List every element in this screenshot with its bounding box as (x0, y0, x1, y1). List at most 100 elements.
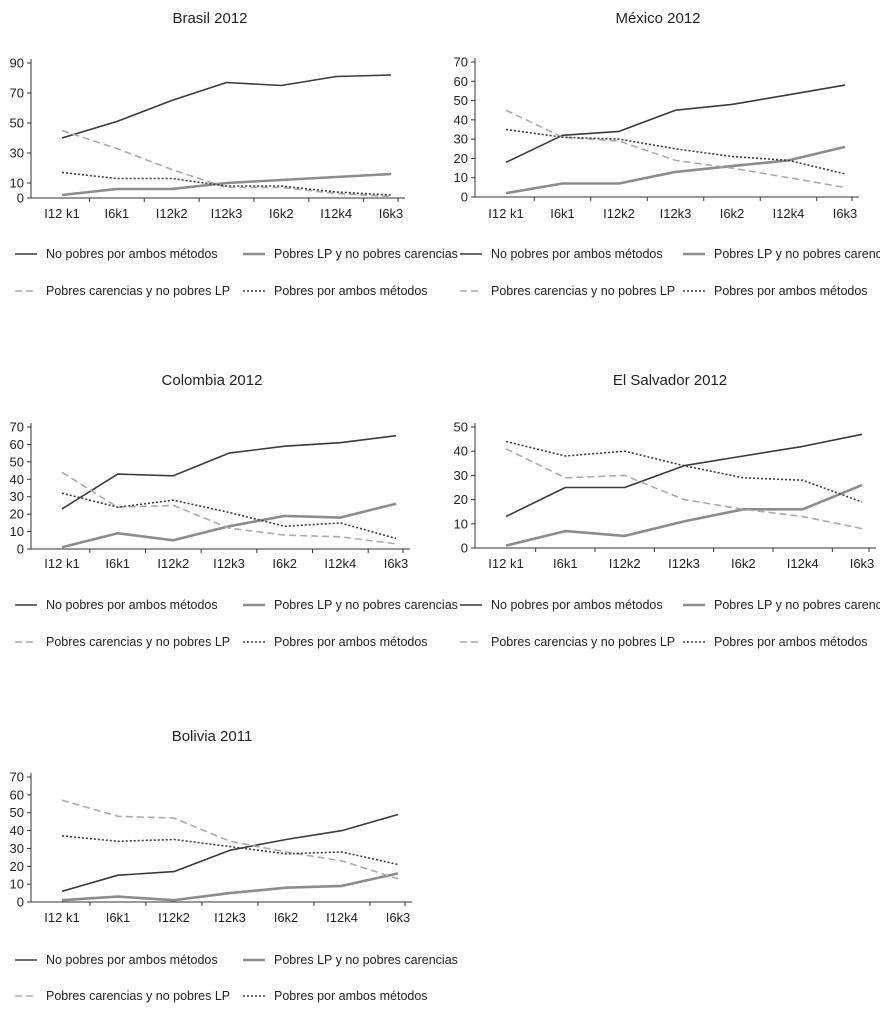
y-tick-label: 0 (17, 191, 24, 206)
y-tick-label: 20 (454, 151, 468, 166)
y-tick-label: 20 (10, 507, 24, 522)
y-tick-label: 0 (17, 542, 24, 557)
series-line (61, 492, 397, 540)
series-line (505, 483, 863, 547)
x-tick-label: I6k1 (553, 556, 578, 571)
y-tick-label: 0 (17, 895, 24, 910)
y-tick-label: 10 (10, 176, 24, 191)
y-tick-label: 40 (454, 112, 468, 127)
x-tick-label: I12k4 (324, 556, 356, 571)
legend-label: No pobres por ambos métodos (491, 598, 663, 612)
y-tick-label: 50 (454, 420, 468, 435)
x-tick-label: I12 k1 (44, 556, 79, 571)
x-tick-label: I12k2 (603, 206, 635, 221)
x-tick-label: I12 k1 (488, 556, 523, 571)
legend-label: Pobres carencias y no pobres LP (46, 284, 230, 298)
chart-title: Brasil 2012 (172, 10, 247, 27)
series-line (61, 799, 399, 880)
legend-label: Pobres carencias y no pobres LP (46, 635, 230, 649)
x-tick-label: I12k2 (609, 556, 641, 571)
legend-label: No pobres por ambos métodos (46, 598, 218, 612)
y-tick-label: 10 (454, 516, 468, 531)
series-line (61, 872, 399, 902)
x-tick-label: I12 k1 (44, 206, 79, 221)
x-tick-label: I12k4 (326, 910, 358, 925)
y-tick-label: 40 (454, 444, 468, 459)
y-tick-label: 40 (10, 823, 24, 838)
x-tick-label: I12k3 (211, 206, 243, 221)
series-line (61, 471, 397, 545)
y-tick-label: 10 (454, 170, 468, 185)
series-line (505, 448, 863, 530)
legend-label: Pobres por ambos métodos (274, 635, 428, 649)
y-tick-label: 90 (10, 56, 24, 71)
legend-label: No pobres por ambos métodos (46, 247, 218, 261)
y-tick-label: 30 (10, 146, 24, 161)
y-tick-label: 20 (454, 492, 468, 507)
chart-panel: Brasil 2012 010 30 50 70 90 I12 k1 I6k1 I12k2 I12… (10, 10, 458, 298)
legend-label: Pobres carencias y no pobres LP (491, 284, 675, 298)
series-line (61, 813, 399, 893)
x-tick-label: I12 k1 (44, 910, 79, 925)
chart-title: El Salvador 2012 (613, 372, 727, 389)
y-tick-label: 30 (454, 132, 468, 147)
y-tick-label: 70 (10, 86, 24, 101)
y-tick-label: 30 (454, 468, 468, 483)
legend-label: Pobres carencias y no pobres LP (46, 989, 230, 1003)
series-line (505, 109, 846, 189)
legend-label: Pobres LP y no pobres carencias (714, 598, 880, 612)
y-tick-label: 60 (10, 437, 24, 452)
x-tick-label: I12k4 (773, 206, 805, 221)
y-tick-label: 50 (454, 93, 468, 108)
x-tick-label: I6k2 (720, 206, 745, 221)
y-tick-label: 60 (454, 74, 468, 89)
x-tick-label: I6k1 (550, 206, 575, 221)
legend-label: Pobres por ambos métodos (714, 635, 868, 649)
x-tick-label: I6k2 (269, 206, 294, 221)
series-line (61, 74, 392, 139)
x-tick-label: I6k3 (386, 910, 411, 925)
legend-label: Pobres carencias y no pobres LP (491, 635, 675, 649)
y-tick-label: 40 (10, 472, 24, 487)
y-tick-label: 0 (461, 190, 468, 205)
x-tick-label: I6k3 (384, 556, 409, 571)
y-tick-label: 70 (454, 55, 468, 70)
y-tick-label: 30 (10, 841, 24, 856)
y-tick-label: 50 (10, 805, 24, 820)
series-line (505, 145, 846, 195)
x-tick-label: I6k3 (850, 556, 875, 571)
y-tick-label: 70 (10, 770, 24, 785)
legend-label: Pobres LP y no pobres carencias (274, 598, 458, 612)
x-tick-label: I6k1 (105, 206, 130, 221)
series-line (505, 128, 846, 175)
legend-label: Pobres LP y no pobres carencias (274, 247, 458, 261)
legend-label: Pobres por ambos métodos (274, 989, 428, 1003)
legend-label: Pobres por ambos métodos (714, 284, 868, 298)
legend-label: Pobres por ambos métodos (274, 284, 428, 298)
series-line (61, 172, 392, 197)
x-tick-label: I6k2 (731, 556, 756, 571)
x-tick-label: I6k2 (274, 910, 299, 925)
legend-label: No pobres por ambos métodos (491, 247, 663, 261)
y-tick-label: 0 (461, 541, 468, 556)
x-tick-label: I12k3 (660, 206, 692, 221)
chart-title: México 2012 (615, 10, 700, 27)
series-line (61, 171, 392, 196)
chart-panel: El Salvador 2012 0 10 20 30 40 50 I12 k1 I6k1 I12… (454, 372, 880, 649)
y-tick-label: 10 (10, 524, 24, 539)
chart-panel: Colombia 2012 0 10 20 30 40 50 60 70 I12 k1 I6k1 I1… (10, 372, 458, 649)
x-tick-label: I12k4 (320, 206, 352, 221)
y-tick-label: 20 (10, 859, 24, 874)
x-tick-label: I12k3 (214, 910, 246, 925)
series-line (505, 440, 863, 503)
y-tick-label: 30 (10, 489, 24, 504)
x-tick-label: I6k1 (106, 910, 131, 925)
y-tick-label: 70 (10, 420, 24, 435)
x-tick-label: I6k3 (833, 206, 858, 221)
series-line (61, 129, 392, 198)
y-tick-label: 60 (10, 787, 24, 802)
chart-panel: Bolivia 2011 0 10 20 30 40 50 60 70 I12 k1 I6k1 I12… (10, 728, 458, 1003)
legend-label: Pobres LP y no pobres carencias (274, 953, 458, 967)
x-tick-label: I12k2 (157, 556, 189, 571)
chart-title: Colombia 2012 (162, 372, 263, 389)
